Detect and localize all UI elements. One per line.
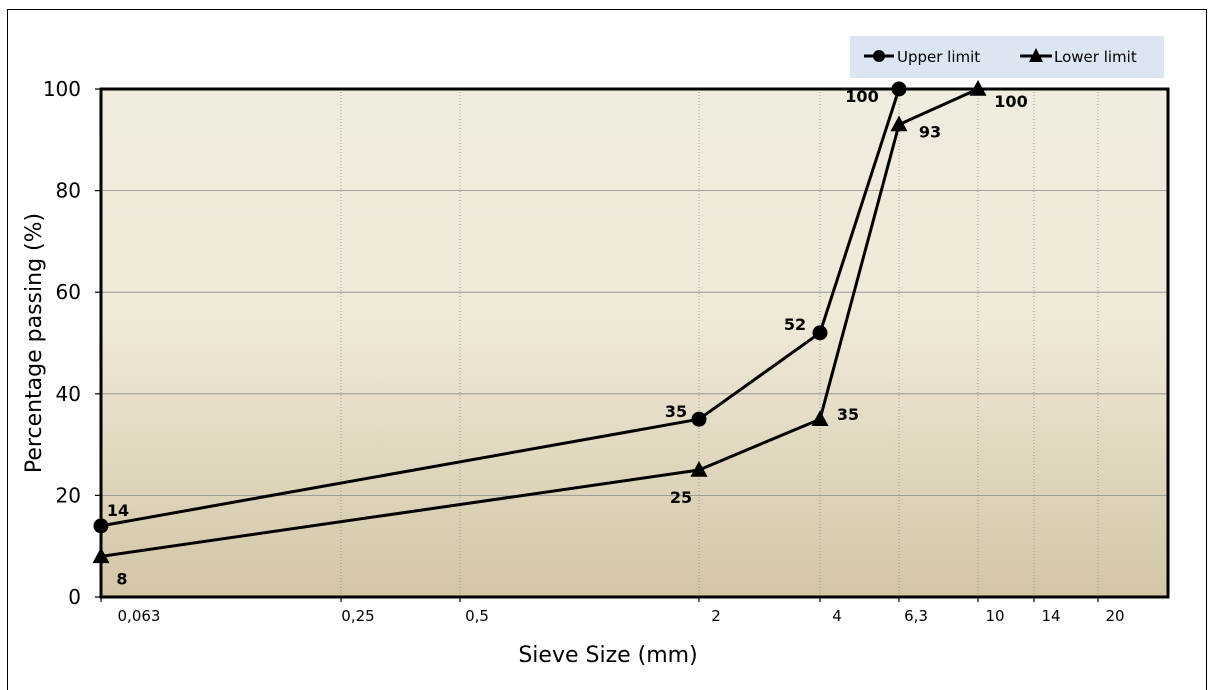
x-tick-label: 2 <box>711 607 721 625</box>
y-tick-label: 100 <box>43 77 81 101</box>
data-point <box>691 411 707 427</box>
data-label: 35 <box>665 402 687 421</box>
y-tick-label: 80 <box>56 179 81 203</box>
y-axis-title: Percentage passing (%) <box>22 213 47 473</box>
x-tick-label: 0,063 <box>118 607 161 625</box>
data-point <box>812 325 828 341</box>
data-point <box>969 80 987 96</box>
y-tick-label: 20 <box>56 483 81 507</box>
x-tick-label: 4 <box>832 607 842 625</box>
data-point <box>690 461 708 477</box>
data-label: 8 <box>116 569 127 588</box>
data-label: 93 <box>919 123 941 142</box>
legend-lower-marker <box>1029 48 1043 62</box>
x-tick-label: 10 <box>985 607 1004 625</box>
y-tick-label: 60 <box>56 280 81 304</box>
legend-upper-marker <box>873 50 885 62</box>
legend: Upper limit Lower limit <box>850 36 1164 78</box>
data-point <box>891 81 907 97</box>
data-label: 14 <box>107 501 129 520</box>
y-tick-label: 40 <box>56 382 81 406</box>
x-axis-title: Sieve Size (mm) <box>518 643 697 668</box>
data-label: 35 <box>837 405 859 424</box>
y-tick-label: 0 <box>68 585 81 609</box>
x-tick-label: 20 <box>1105 607 1124 625</box>
x-axis-ticks: 0,063 0,25 0,5 2 4 6,3 10 14 20 <box>100 597 1125 625</box>
x-tick-label: 0,5 <box>465 607 489 625</box>
legend-box <box>850 36 1164 78</box>
x-tick-label: 0,25 <box>341 607 374 625</box>
x-tick-label: 6,3 <box>904 607 928 625</box>
series <box>92 80 987 564</box>
legend-lower-label: Lower limit <box>1054 48 1137 66</box>
data-label: 52 <box>784 315 806 334</box>
chart-frame <box>7 9 1207 690</box>
data-label: 100 <box>994 92 1027 111</box>
plot-area <box>101 89 1168 597</box>
data-point <box>890 115 908 132</box>
data-point <box>92 547 110 564</box>
data-labels: 14 35 52 100 8 25 35 93 100 <box>107 87 1028 588</box>
series-line-0 <box>100 88 901 528</box>
x-tick-label: 14 <box>1041 607 1060 625</box>
legend-upper-label: Upper limit <box>897 48 980 66</box>
y-axis-ticks: 0 20 40 60 80 100 <box>43 77 101 609</box>
data-point <box>93 518 109 534</box>
data-point <box>811 410 829 426</box>
data-label: 25 <box>670 488 692 507</box>
data-label: 100 <box>845 87 878 106</box>
